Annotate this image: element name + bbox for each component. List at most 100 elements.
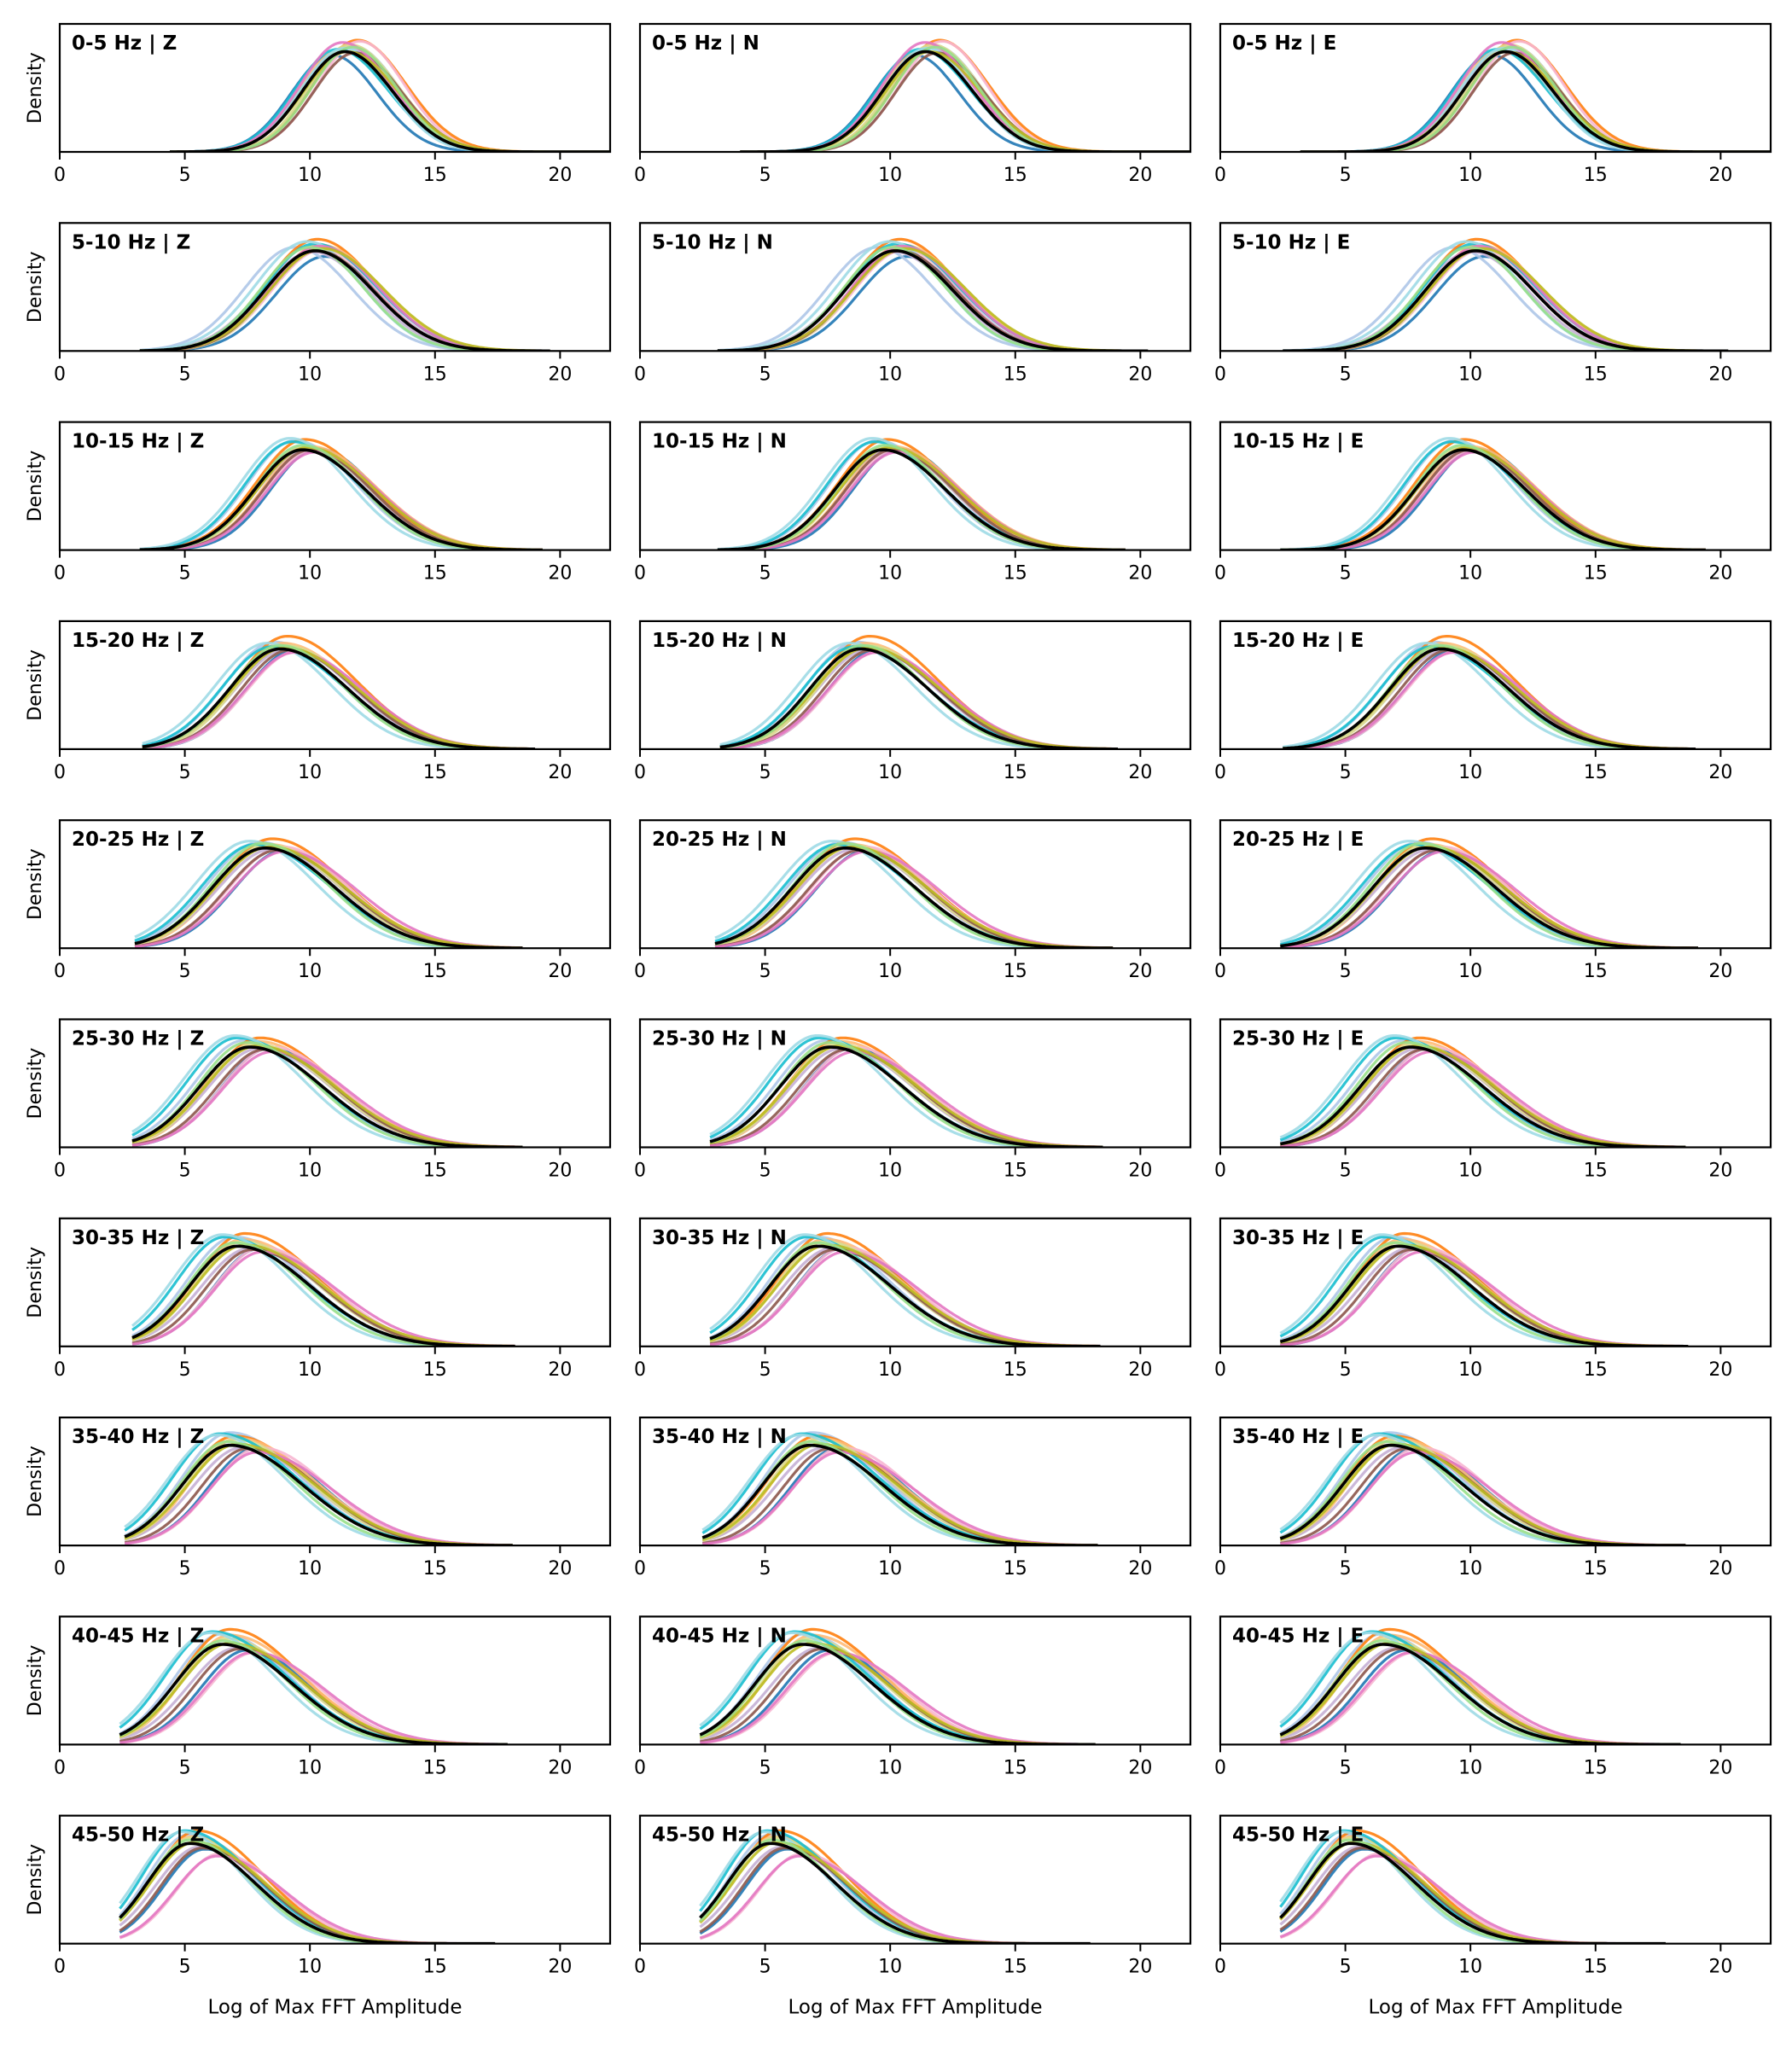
series-curve-12 <box>119 1838 496 1944</box>
axes-frame <box>638 222 1192 352</box>
x-tick-label-15: 15 <box>1004 961 1027 982</box>
x-tick-label-5: 5 <box>1340 1558 1352 1580</box>
x-tick-label-10: 10 <box>298 762 322 783</box>
series-curve-3 <box>1283 243 1729 352</box>
series-curve-10 <box>170 41 610 152</box>
axes-frame <box>638 1814 1192 1945</box>
mean-curve <box>719 647 1118 749</box>
x-tick-label-5: 5 <box>1340 1757 1352 1778</box>
mean-curve <box>124 1443 513 1546</box>
panel-3-z: 0 5 10 15 20 15-20 Hz | Z Density <box>25 620 612 783</box>
mean-curve <box>131 1045 523 1148</box>
panel-8-z: 0 5 10 15 20 40-45 Hz | Z Density <box>25 1615 612 1778</box>
axes-frame <box>638 620 1192 751</box>
series-curve-2 <box>1300 38 1771 152</box>
series-curve-6 <box>740 43 1190 152</box>
x-tick-label-20: 20 <box>1128 961 1152 982</box>
panel-5-n: 0 5 10 15 20 25-30 Hz | N <box>634 1018 1192 1182</box>
panel-title: 15-20 Hz | Z <box>72 630 204 652</box>
x-tick-label-20: 20 <box>1708 563 1732 585</box>
x-tick-label-5: 5 <box>1340 961 1352 982</box>
x-tick-label-0: 0 <box>1214 364 1226 385</box>
x-tick-label-20: 20 <box>1708 1161 1732 1182</box>
axes-frame <box>58 222 612 352</box>
series-curve-11 <box>1280 445 1706 550</box>
x-tick-label-5: 5 <box>179 1161 191 1182</box>
panel-6-z: 0 5 10 15 20 30-35 Hz | Z Density <box>25 1217 612 1381</box>
x-tick-label-15: 15 <box>423 961 447 982</box>
mean-curve <box>131 1244 515 1347</box>
density-curves <box>1280 437 1706 550</box>
x-tick-label-15: 15 <box>1004 1161 1027 1182</box>
series-curve-4 <box>170 39 610 152</box>
panel-7-z: 0 5 10 15 20 35-40 Hz | Z Density <box>25 1416 612 1580</box>
x-tick-label-10: 10 <box>1458 1757 1482 1778</box>
series-curve-10 <box>1280 850 1698 949</box>
x-tick-label-0: 0 <box>1214 1359 1226 1381</box>
series-curve-11 <box>709 1044 1103 1148</box>
x-tick-label-0: 0 <box>54 762 66 783</box>
x-tick-label-15: 15 <box>423 1161 447 1182</box>
x-tick-label-10: 10 <box>1458 1359 1482 1381</box>
mean-curve <box>709 1244 1101 1347</box>
panel-title: 25-30 Hz | Z <box>72 1028 204 1050</box>
x-tick-label-20: 20 <box>1708 1757 1732 1778</box>
x-tick-label-15: 15 <box>423 1757 447 1778</box>
x-tick-label-20: 20 <box>548 165 572 186</box>
x-tick-label-5: 5 <box>759 961 771 982</box>
x-tick-label-15: 15 <box>1584 1558 1608 1580</box>
x-tick-label-10: 10 <box>1458 165 1482 186</box>
axes-frame <box>58 22 612 154</box>
density-curves <box>740 38 1190 152</box>
x-tick-label-15: 15 <box>1584 1957 1608 1978</box>
x-tick-label-0: 0 <box>634 762 646 783</box>
panel-title: 15-20 Hz | E <box>1232 630 1364 652</box>
series-curve-11 <box>1280 1044 1686 1148</box>
x-tick-label-5: 5 <box>759 563 771 585</box>
density-curves <box>1283 635 1696 749</box>
axes-frame <box>58 1615 612 1746</box>
series-curve-5 <box>134 847 523 949</box>
y-axis-label: Density <box>25 1247 46 1318</box>
series-curve-4 <box>717 247 1149 352</box>
x-tick-label-20: 20 <box>548 1558 572 1580</box>
x-tick-label-0: 0 <box>634 1359 646 1381</box>
panel-9-n: 0 5 10 15 20 45-50 Hz | N Log of Max FFT Ampli… <box>634 1814 1192 2019</box>
x-tick-label-15: 15 <box>423 1957 447 1978</box>
panel-5-e: 0 5 10 15 20 25-30 Hz | E <box>1214 1018 1772 1182</box>
series-curve-3 <box>1280 1039 1686 1148</box>
x-tick-label-0: 0 <box>634 364 646 385</box>
density-curves <box>1279 1231 1689 1347</box>
x-tick-label-0: 0 <box>1214 762 1226 783</box>
x-tick-label-20: 20 <box>548 1161 572 1182</box>
x-tick-label-5: 5 <box>759 1957 771 1978</box>
x-tick-label-5: 5 <box>1340 1359 1352 1381</box>
x-tick-label-5: 5 <box>759 1558 771 1580</box>
x-axis-label: Log of Max FFT Amplitude <box>1368 1997 1622 2019</box>
x-tick-label-5: 5 <box>759 1359 771 1381</box>
x-tick-label-0: 0 <box>634 165 646 186</box>
density-curves <box>131 1034 523 1148</box>
panel-title: 45-50 Hz | Z <box>72 1824 204 1847</box>
y-axis-label: Density <box>25 52 46 124</box>
x-tick-label-5: 5 <box>179 1359 191 1381</box>
x-tick-label-20: 20 <box>1128 165 1152 186</box>
x-tick-label-15: 15 <box>423 1359 447 1381</box>
x-tick-label-5: 5 <box>179 961 191 982</box>
x-tick-label-15: 15 <box>1004 364 1027 385</box>
x-tick-label-20: 20 <box>1708 1957 1732 1978</box>
mean-curve <box>1280 847 1698 949</box>
x-tick-label-20: 20 <box>1708 1359 1732 1381</box>
x-tick-label-0: 0 <box>1214 563 1226 585</box>
x-tick-label-0: 0 <box>54 1558 66 1580</box>
x-tick-label-10: 10 <box>1458 563 1482 585</box>
x-tick-label-20: 20 <box>1128 1359 1152 1381</box>
x-tick-label-20: 20 <box>548 1957 572 1978</box>
axes-frame <box>1219 620 1772 751</box>
series-curve-10 <box>740 41 1190 152</box>
x-tick-label-15: 15 <box>423 762 447 783</box>
axes-frame <box>1219 1018 1772 1149</box>
series-curve-6 <box>1280 1042 1686 1148</box>
y-axis-label: Density <box>25 848 46 920</box>
density-curves <box>142 635 536 749</box>
